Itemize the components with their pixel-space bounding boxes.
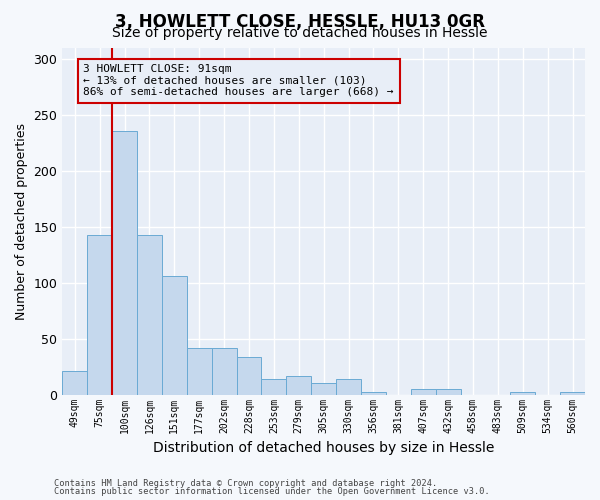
Bar (87, 234, 112, 394)
Text: Size of property relative to detached houses in Hessle: Size of property relative to detached ho… (112, 26, 488, 40)
Bar (436, 389, 461, 394)
Y-axis label: Number of detached properties: Number of detached properties (15, 122, 28, 320)
Bar (361, 392, 386, 394)
Bar (212, 348, 236, 395)
Text: Contains HM Land Registry data © Crown copyright and database right 2024.: Contains HM Land Registry data © Crown c… (54, 478, 437, 488)
X-axis label: Distribution of detached houses by size in Hessle: Distribution of detached houses by size … (153, 441, 494, 455)
Bar (137, 234, 162, 394)
Bar (560, 392, 585, 394)
Bar (162, 276, 187, 394)
Bar (311, 384, 336, 394)
Bar (62, 371, 87, 394)
Bar (511, 392, 535, 394)
Bar (336, 379, 361, 394)
Text: 3 HOWLETT CLOSE: 91sqm
← 13% of detached houses are smaller (103)
86% of semi-de: 3 HOWLETT CLOSE: 91sqm ← 13% of detached… (83, 64, 394, 98)
Text: Contains public sector information licensed under the Open Government Licence v3: Contains public sector information licen… (54, 487, 490, 496)
Bar (112, 132, 137, 394)
Text: 3, HOWLETT CLOSE, HESSLE, HU13 0GR: 3, HOWLETT CLOSE, HESSLE, HU13 0GR (115, 12, 485, 30)
Bar (262, 379, 286, 394)
Bar (236, 356, 262, 395)
Bar (411, 389, 436, 394)
Bar (187, 348, 212, 395)
Bar (286, 376, 311, 394)
